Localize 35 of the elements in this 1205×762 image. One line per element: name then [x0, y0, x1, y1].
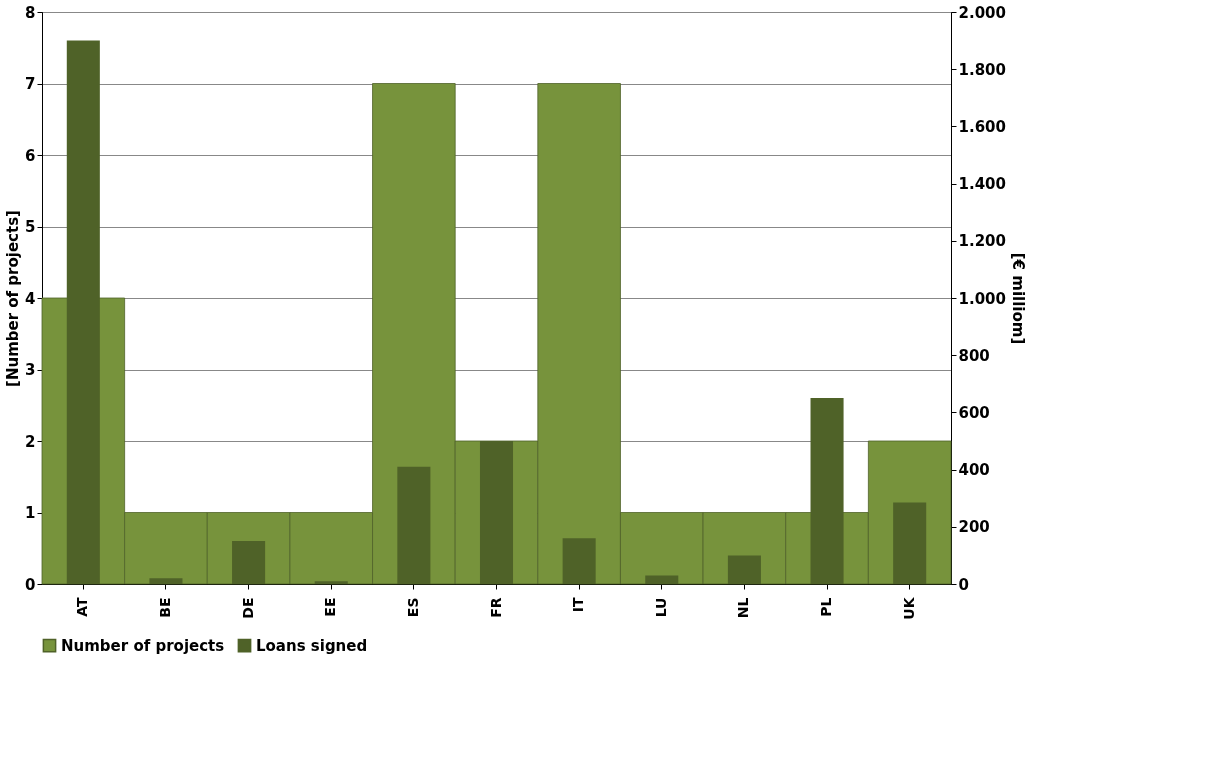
- y-tick-label: 0: [25, 575, 36, 594]
- y-tick-label: 4: [25, 289, 36, 308]
- x-tick-label: LU: [652, 597, 669, 618]
- legend-label: Number of projects: [61, 636, 225, 655]
- y-tick-label: 7: [25, 75, 36, 93]
- x-tick-label: IT: [570, 597, 587, 613]
- legend-label: Loans signed: [256, 636, 368, 655]
- x-tick-label: PL: [818, 597, 835, 617]
- y2-tick-label: 1.800: [958, 60, 1006, 79]
- x-tick-label: BE: [156, 597, 173, 618]
- x-tick-label: DE: [239, 597, 256, 619]
- y2-axis-title: [€ milliom]: [1008, 252, 1027, 345]
- x-tick-label: NL: [735, 597, 752, 619]
- y-tick-label: 1: [25, 504, 36, 522]
- y2-tick-label: 1.000: [958, 289, 1006, 308]
- x-tick-label: AT: [74, 597, 91, 617]
- x-tick-label: UK: [900, 596, 917, 620]
- x-tick-label: FR: [487, 597, 504, 618]
- y-tick-label: 8: [25, 3, 36, 22]
- y2-tick-label: 800: [958, 346, 990, 365]
- y2-tick-label: 1.400: [958, 175, 1006, 194]
- y2-tick-label: 0: [958, 575, 969, 594]
- y-tick-label: 5: [25, 218, 36, 236]
- y-tick-label: 3: [25, 361, 36, 379]
- x-tick-label: ES: [404, 597, 421, 618]
- y2-tick-label: 1.200: [958, 232, 1006, 251]
- y2-tick-label: 2.000: [958, 3, 1006, 22]
- y2-tick-label: 600: [958, 403, 990, 422]
- y-tick-label: 2: [25, 432, 36, 451]
- y2-tick-label: 200: [958, 518, 990, 537]
- y-tick-label: 6: [25, 146, 36, 165]
- x-tick-label: EE: [322, 597, 339, 617]
- y2-tick-label: 400: [958, 461, 990, 480]
- y2-tick-label: 1.600: [958, 117, 1006, 136]
- y-axis-title: [Number of projects]: [4, 210, 23, 387]
